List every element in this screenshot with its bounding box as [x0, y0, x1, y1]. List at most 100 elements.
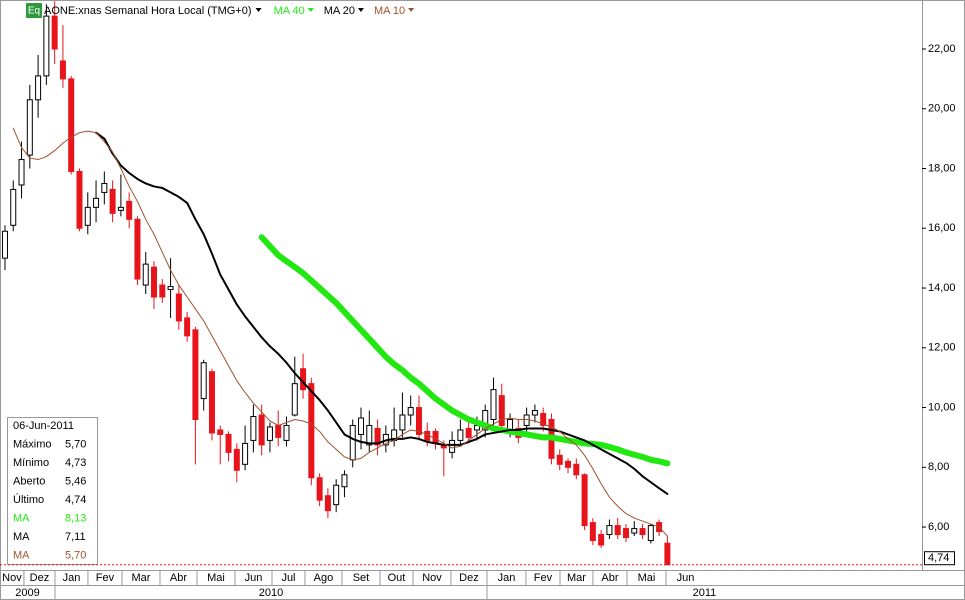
candle-body: [283, 424, 290, 441]
candle-body: [43, 15, 50, 77]
info-label: Máximo: [13, 438, 52, 450]
x-tick-label: Out: [388, 572, 406, 584]
y-tick-label: 10,00: [928, 401, 956, 413]
candle-body: [18, 159, 25, 186]
candle-body: [349, 424, 356, 461]
x-tick-label: Dez: [30, 572, 50, 584]
info-value: 4,73: [65, 457, 86, 469]
candle-body: [324, 495, 331, 512]
dropdown-arrow[interactable]: [357, 8, 364, 12]
last-price-box: [924, 551, 955, 566]
candle-body: [184, 317, 191, 337]
x-tick-label: Mar: [131, 572, 150, 584]
candle-body: [565, 460, 572, 468]
y-tick-label: 20,00: [928, 103, 956, 115]
legend-entry[interactable]: MA 10: [374, 5, 405, 17]
candle-body: [291, 383, 298, 416]
y-tick-label: 6,00: [928, 521, 949, 533]
candle-body: [622, 528, 629, 539]
candle-body: [490, 389, 497, 421]
candle-body: [598, 534, 605, 546]
candle-body: [341, 474, 348, 488]
candle-body: [664, 542, 671, 566]
candle-body: [631, 528, 638, 534]
legend-entry[interactable]: MA 20: [324, 5, 355, 17]
ma-line: [258, 234, 671, 467]
candle-body: [647, 525, 654, 542]
candle-body: [581, 474, 588, 527]
candle-body: [217, 429, 224, 435]
candle-body: [208, 371, 215, 434]
x-tick-label: Nov: [422, 572, 442, 584]
chart-title[interactable]: AONE:xnas Semanal Hora Local (TMG+0): [44, 5, 252, 17]
candle-body: [275, 424, 282, 438]
x-tick-label: Jan: [498, 572, 516, 584]
candle-body: [399, 414, 406, 431]
y-tick-label: 16,00: [928, 222, 956, 234]
plot-area: [1, 1, 671, 566]
last-price-label: 4,74: [928, 552, 949, 564]
x-tick-label: Jan: [63, 572, 81, 584]
y-tick-label: 18,00: [928, 162, 956, 174]
candle-body: [614, 525, 621, 536]
ma-line: [12, 127, 668, 537]
x-tick-label: Abr: [170, 572, 187, 584]
candle-body: [407, 407, 414, 416]
candle-body: [1, 230, 8, 259]
dropdown-arrow[interactable]: [307, 8, 314, 12]
y-tick-label: 12,00: [928, 342, 956, 354]
candle-body: [126, 200, 133, 220]
x-tick-label: Jun: [245, 572, 263, 584]
info-box-frame: [7, 417, 98, 565]
candle-body: [142, 263, 149, 286]
candle-body: [134, 218, 141, 280]
info-label: Mínimo: [13, 457, 49, 469]
candle-body: [465, 427, 472, 438]
dropdown-arrow[interactable]: [255, 8, 262, 12]
badge: [26, 3, 42, 18]
candle-body: [573, 463, 580, 476]
info-value: 8,13: [65, 512, 86, 524]
candle-body: [639, 528, 646, 536]
candle-body: [192, 329, 199, 421]
dropdown-arrow[interactable]: [408, 8, 415, 12]
candle-body: [308, 383, 315, 479]
candle-body: [374, 427, 381, 446]
y-tick-label: 22,00: [928, 43, 956, 55]
candle-body: [233, 448, 240, 471]
legend-entry[interactable]: MA 40: [274, 5, 305, 17]
candle-body: [457, 429, 464, 441]
ma-line: [95, 131, 669, 495]
info-box: 06-Jun-2011 Máximo 5,70 Mínimo 4,73 Aberto 5,…: [7, 417, 98, 565]
candle-body: [589, 522, 596, 542]
candle-body: [415, 407, 422, 435]
candle-body: [159, 284, 166, 298]
candle-body: [250, 416, 257, 441]
info-label: Último: [13, 493, 44, 506]
chart-header: Eq AONE:xnas Semanal Hora Local (TMG+0) …: [26, 3, 415, 18]
x-tick-label: Mai: [207, 572, 225, 584]
candle-body: [35, 75, 42, 101]
x-tick-label: Abr: [601, 572, 618, 584]
candle-body: [109, 188, 116, 214]
y-tick-label: 8,00: [928, 461, 949, 473]
candle-body: [556, 454, 563, 465]
x-tick-label: Mai: [638, 572, 656, 584]
candle-body: [10, 188, 17, 226]
candle-body: [531, 410, 538, 416]
candle-body: [366, 424, 373, 446]
x-tick-label: Ago: [314, 572, 334, 584]
candle-body: [258, 414, 265, 446]
candle-body: [200, 362, 207, 400]
candle-body: [242, 442, 249, 465]
x-tick-label: Fev: [534, 572, 553, 584]
x-tick-label: Jun: [677, 572, 695, 584]
year-label: 2010: [259, 587, 283, 599]
candle-body: [266, 426, 273, 441]
x-tick-label: Set: [353, 572, 370, 584]
x-tick-label: Dez: [459, 572, 479, 584]
candle-body: [101, 182, 108, 193]
candle-body: [540, 413, 547, 426]
